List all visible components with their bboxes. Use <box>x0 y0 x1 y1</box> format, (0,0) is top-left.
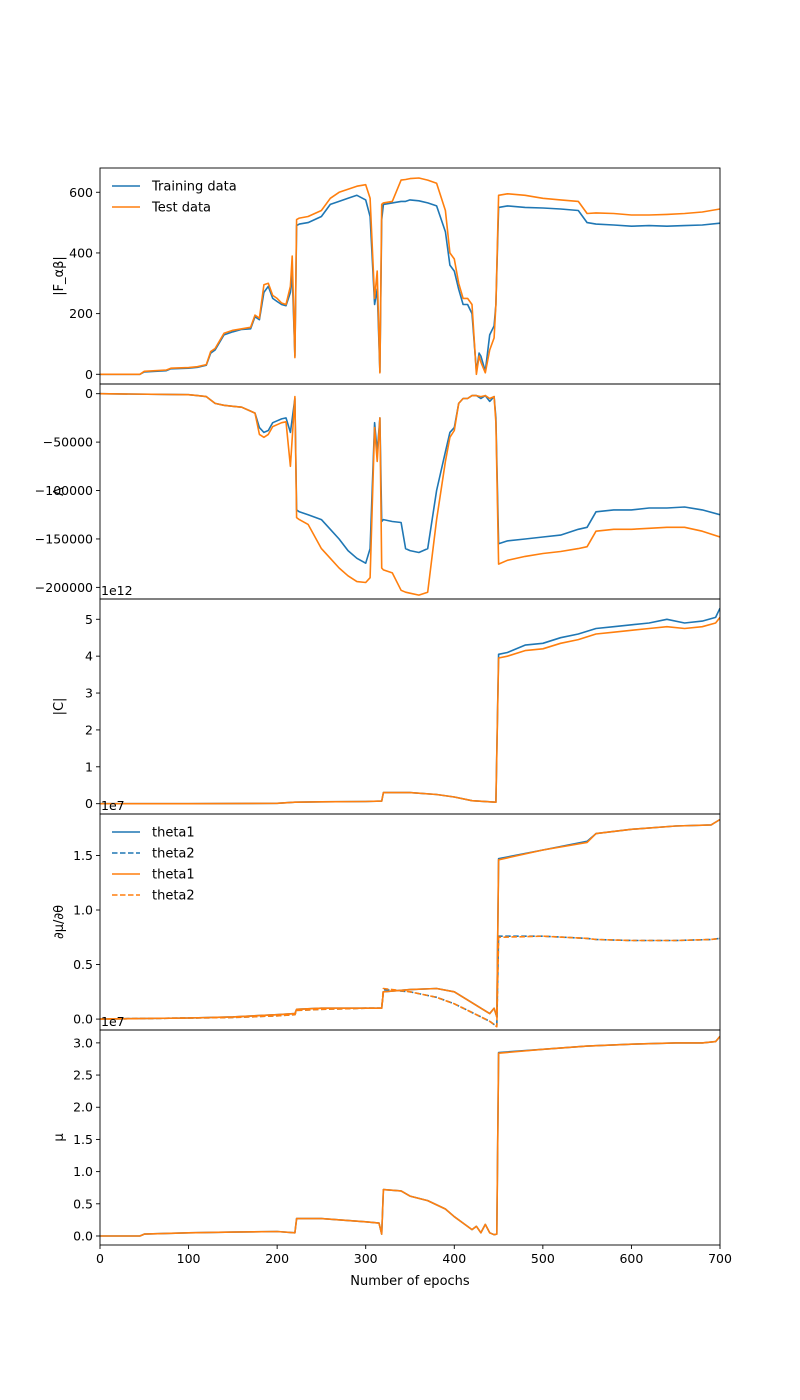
legend-label: theta1 <box>152 868 195 883</box>
series-line-2 <box>100 177 720 376</box>
y-tick-label: 2 <box>85 722 93 737</box>
panel-1: 0 200 400 600 |F_αβ| Training data Test data <box>52 167 721 385</box>
series-line-1 <box>100 607 720 805</box>
legend-label: theta2 <box>152 847 195 862</box>
series-line-1 <box>100 1035 720 1237</box>
panel-5: 0.0 0.5 1.0 1.5 2.0 2.5 3.0 μ 1e7 0 100 200 300 400 50… <box>52 1014 732 1289</box>
y-tick-label: 1.5 <box>73 848 93 863</box>
y-axis-label: Λ <box>52 487 67 496</box>
series-line-1 <box>100 194 720 376</box>
legend: theta1 theta2 theta1 theta2 <box>112 826 195 904</box>
x-tick-label: 400 <box>442 1251 466 1266</box>
y-axis-label: ∂μ/∂θ <box>52 905 67 939</box>
series-line-4 <box>100 935 720 1028</box>
legend-label: Training data <box>151 180 237 195</box>
axes-frame <box>99 383 721 600</box>
y-tick-label: 600 <box>69 185 93 200</box>
y-tick-label: 0 <box>85 386 93 401</box>
x-tick-label: 100 <box>177 1251 201 1266</box>
panel-4: 0.00.51.01.5∂μ/∂θ1e7theta1theta2theta1th… <box>52 798 721 1031</box>
y-axis-label: μ <box>52 1133 67 1141</box>
y-tick-label: 0.0 <box>73 1228 93 1243</box>
y-tick-label: 400 <box>69 245 93 260</box>
y-tick-label: −100000 <box>35 483 93 498</box>
y-tick-label: 200 <box>69 306 93 321</box>
y-axis-label: |C| <box>52 698 67 716</box>
series-line-1 <box>100 392 720 565</box>
offset-label: 1e7 <box>101 798 125 813</box>
x-tick-label: 600 <box>619 1251 643 1266</box>
y-tick-label: 1.0 <box>73 903 93 918</box>
legend-label: theta2 <box>152 889 195 904</box>
series-line-2 <box>100 616 720 805</box>
x-tick-label: 300 <box>354 1251 378 1266</box>
x-axis-label: Number of epochs <box>350 1274 470 1289</box>
offset-label: 1e12 <box>101 583 133 598</box>
legend-label: Test data <box>151 201 211 216</box>
offset-label: 1e7 <box>101 1014 125 1029</box>
y-tick-label: −50000 <box>43 435 93 450</box>
y-tick-label: 2.5 <box>73 1068 93 1083</box>
series-group <box>100 392 720 596</box>
y-tick-label: 0.0 <box>73 1012 93 1027</box>
axes-frame <box>99 1029 721 1246</box>
y-tick-label: 0 <box>85 796 93 811</box>
legend-label: theta1 <box>152 826 195 841</box>
panel-2: 0 −50000 −100000 −150000 −200000 Λ <box>35 383 721 600</box>
series-group <box>100 818 720 1028</box>
series-group <box>100 1035 720 1237</box>
series-line-3 <box>100 818 720 1020</box>
x-tick-label: 200 <box>265 1251 289 1266</box>
series-group <box>100 607 720 805</box>
y-tick-label: 1.5 <box>73 1132 93 1147</box>
series-group <box>100 177 720 376</box>
series-line-2 <box>100 1035 720 1237</box>
y-tick-label: 4 <box>85 649 93 664</box>
y-tick-label: 1 <box>85 759 93 774</box>
y-tick-label: 1.0 <box>73 1164 93 1179</box>
legend: Training data Test data <box>112 180 237 216</box>
series-line-2 <box>100 392 720 596</box>
x-tick-label: 500 <box>531 1251 555 1266</box>
y-axis-label: |F_αβ| <box>52 256 67 296</box>
panel-3: 0 1 2 3 4 5 |C| 1e12 <box>52 583 721 815</box>
x-tick-label: 700 <box>708 1251 732 1266</box>
y-tick-label: 5 <box>85 612 93 627</box>
y-tick-label: 3.0 <box>73 1035 93 1050</box>
y-tick-label: 0 <box>85 367 93 382</box>
y-tick-label: 0.5 <box>73 1196 93 1211</box>
x-tick-label: 0 <box>96 1251 104 1266</box>
y-tick-label: 3 <box>85 686 93 701</box>
y-tick-label: −150000 <box>35 531 93 546</box>
y-tick-label: 0.5 <box>73 957 93 972</box>
series-line-2 <box>100 935 720 1027</box>
y-tick-label: −200000 <box>35 580 93 595</box>
y-tick-label: 2.0 <box>73 1100 93 1115</box>
